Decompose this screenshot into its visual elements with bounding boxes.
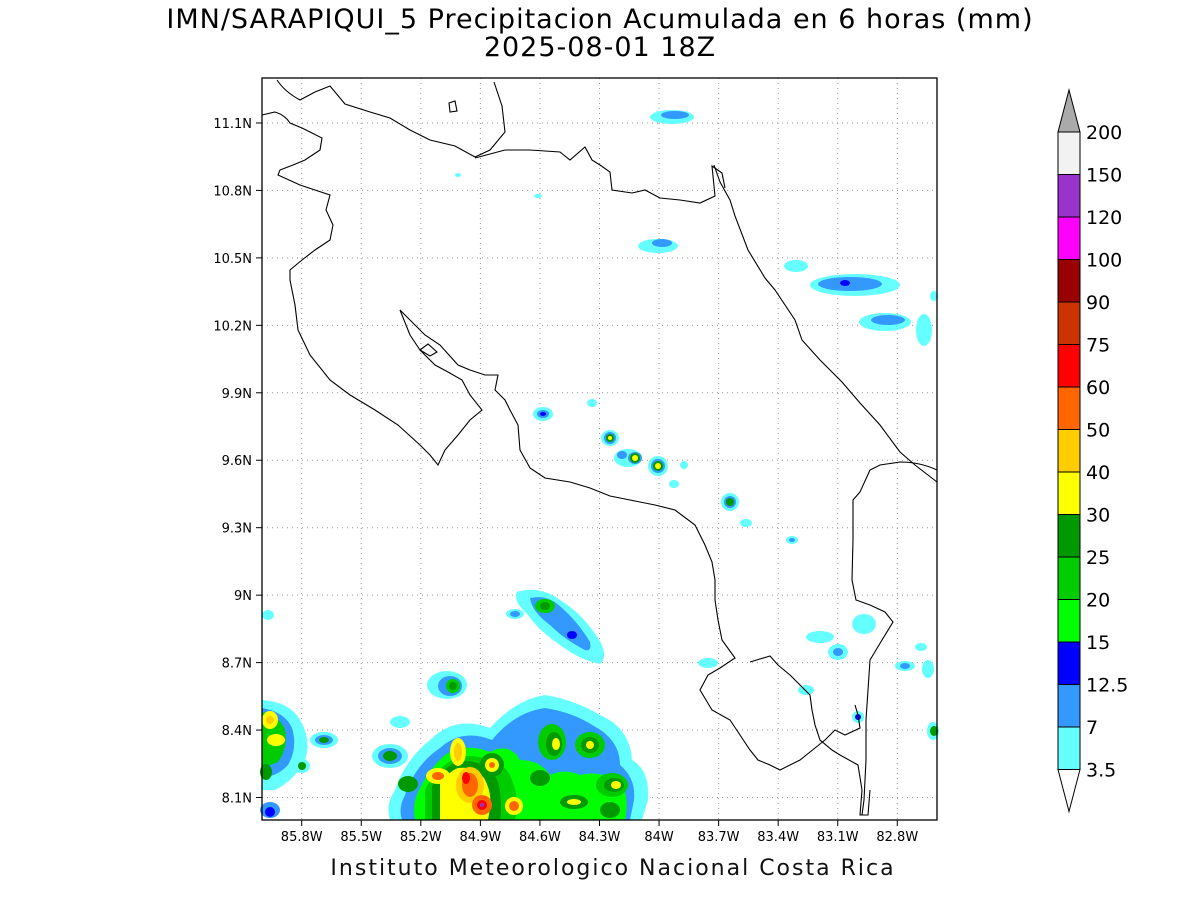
golfito-coast — [749, 655, 871, 816]
x-tick-label: 84.9W — [459, 830, 501, 845]
precip-cell-north — [455, 110, 938, 346]
colorbar-label: 20 — [1086, 590, 1110, 612]
colorbar-label: 100 — [1086, 250, 1122, 272]
colorbar-swatch — [1057, 216, 1081, 260]
x-tick-label: 84.6W — [519, 830, 561, 845]
x-tick-label: 83.4W — [757, 830, 799, 845]
colorbar-label: 15 — [1086, 632, 1110, 654]
y-tick-label: 8.4N — [222, 724, 252, 739]
lake-island — [448, 100, 458, 113]
y-tick-label: 8.7N — [222, 657, 252, 672]
colorbar-swatch — [1057, 429, 1081, 473]
x-tick-label: 85.2W — [400, 830, 442, 845]
colorbar-label: 50 — [1086, 420, 1110, 442]
colorbar-label: 30 — [1086, 505, 1110, 527]
colorbar-label: 75 — [1086, 335, 1110, 357]
y-tick-label: 10.8N — [213, 184, 252, 199]
precip-cell-south-main — [388, 695, 649, 820]
caribbean-coast — [713, 164, 938, 483]
colorbar-swatch — [1057, 641, 1081, 685]
colorbar-swatch — [1057, 684, 1081, 728]
panama-border — [851, 461, 938, 816]
colorbar-swatch — [1057, 514, 1081, 558]
y-tick-label: 9.9N — [222, 387, 252, 402]
nicaragua-border-north — [276, 79, 506, 158]
colorbar-swatch — [1057, 344, 1081, 388]
colorbar-label: 7 — [1086, 717, 1098, 739]
y-tick-label: 8.1N — [222, 792, 252, 807]
map-datetime: 2025-08-01 18Z — [483, 32, 717, 63]
x-tick-label: 83.7W — [698, 830, 740, 845]
colorbar-label: 40 — [1086, 462, 1110, 484]
y-tick-label: 9N — [234, 589, 252, 604]
colorbar-swatch — [1057, 259, 1081, 303]
y-tick-label: 9.3N — [222, 522, 252, 537]
precip-cell-central — [533, 399, 798, 544]
colorbar-swatch — [1057, 471, 1081, 515]
colorbar-label: 60 — [1086, 377, 1110, 399]
x-tick-label: 85.8W — [281, 830, 323, 845]
colorbar-legend: 200 150 120 100 90 75 60 50 40 30 25 20 15 12.5 7 3.5 — [1057, 88, 1128, 814]
y-tick-label: 10.5N — [213, 252, 252, 267]
colorbar-under-arrow — [1057, 769, 1081, 814]
x-tick-label: 83.1W — [817, 830, 859, 845]
longitude-axis: 85.8W 85.5W 85.2W 84.9W 84.6W 84.3W 84W 83.7W 83… — [281, 820, 918, 845]
footer-credit: Instituto Meteorologico Nacional Costa R… — [330, 856, 896, 881]
map-panel: 85.8W 85.5W 85.2W 84.9W 84.6W 84.3W 84W 83.7W 83… — [213, 77, 939, 845]
map-title: IMN/SARAPIQUI_5 Precipitacion Acumulada … — [166, 4, 1034, 35]
x-tick-label: 84W — [644, 830, 674, 845]
x-tick-label: 84.3W — [579, 830, 621, 845]
y-tick-label: 9.6N — [222, 454, 252, 469]
precip-cell-osa — [262, 589, 939, 740]
latitude-axis: 11.1N 10.8N 10.5N 10.2N 9.9N 9.6N 9.3N 9N 8.7N 8.… — [213, 117, 262, 807]
colorbar-swatch — [1057, 599, 1081, 643]
colorbar-label: 90 — [1086, 292, 1110, 314]
precipitation-fields — [260, 110, 939, 820]
colorbar-swatch — [1057, 386, 1081, 430]
pacific-coast-north — [261, 111, 861, 771]
colorbar-swatch — [1057, 556, 1081, 600]
colorbar-swatch — [1057, 301, 1081, 345]
colorbar-swatch — [1057, 726, 1081, 770]
colorbar-label: 3.5 — [1086, 760, 1116, 782]
x-tick-label: 85.5W — [340, 830, 382, 845]
colorbar-label: 25 — [1086, 547, 1110, 569]
colorbar-label: 12.5 — [1086, 675, 1128, 697]
y-tick-label: 11.1N — [213, 117, 252, 132]
nicaragua-border — [474, 146, 726, 204]
nicoya-lake — [419, 343, 438, 357]
y-tick-label: 10.2N — [213, 319, 252, 334]
colorbar-swatch — [1057, 174, 1081, 218]
colorbar-label: 200 — [1086, 122, 1122, 144]
colorbar-label: 150 — [1086, 165, 1122, 187]
colorbar-swatch — [1057, 131, 1081, 175]
colorbar-label: 120 — [1086, 207, 1122, 229]
colorbar-over-arrow — [1057, 88, 1081, 133]
x-tick-label: 82.8W — [876, 830, 918, 845]
coastlines — [261, 79, 938, 816]
precip-cell-southwest — [260, 671, 467, 818]
